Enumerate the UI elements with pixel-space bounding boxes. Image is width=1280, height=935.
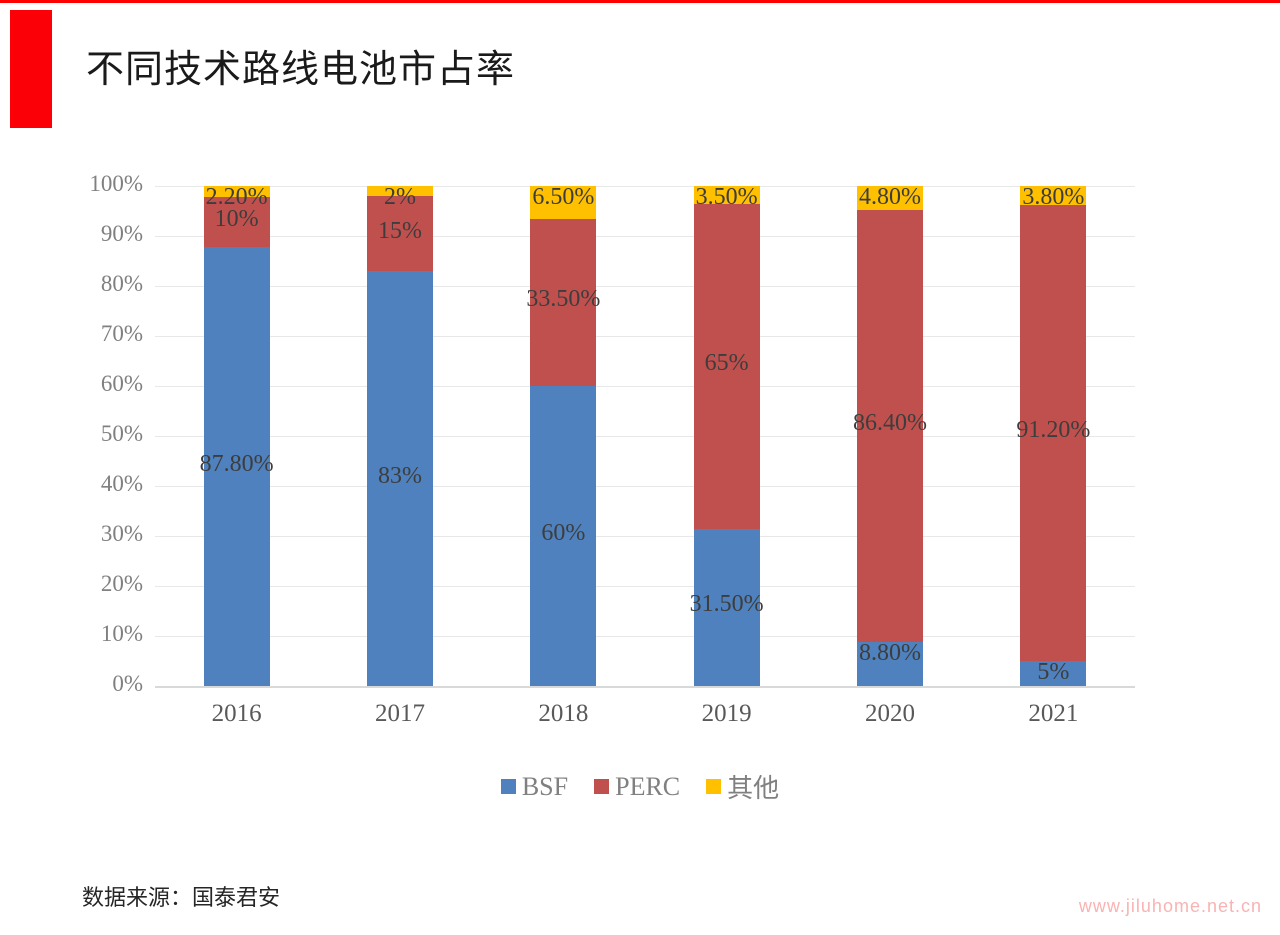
x-axis-tick: 2017	[375, 700, 425, 727]
source-note: 数据来源：国泰君安	[82, 885, 281, 910]
y-axis-tick: 10%	[100, 621, 143, 646]
bar-segment-bsf[interactable]	[1020, 661, 1087, 686]
y-axis-tick: 40%	[100, 471, 143, 496]
bar-segment-其他[interactable]	[530, 186, 597, 219]
bar-segment-bsf[interactable]	[203, 247, 270, 686]
y-axis-tick: 50%	[100, 421, 143, 446]
gridline	[155, 236, 1135, 237]
x-axis-tick: 2016	[211, 700, 262, 727]
bar-group[interactable]: 8.80% 86.40% 4.80%	[853, 184, 927, 686]
gridline	[155, 336, 1135, 337]
y-axis-tick: 100%	[89, 171, 143, 196]
bar-segment-perc[interactable]	[530, 218, 597, 386]
gridline	[155, 686, 1135, 688]
bar-group[interactable]: 31.50% 65% 3.50%	[690, 184, 764, 686]
legend-label: PERC	[615, 771, 681, 801]
legend-swatch-icon	[706, 779, 722, 794]
bar-segment-bsf[interactable]	[857, 642, 923, 686]
legend-swatch-icon	[500, 779, 516, 794]
bar-segment-perc[interactable]	[203, 197, 270, 247]
bar-segment-其他[interactable]	[693, 186, 760, 204]
legend-swatch-icon	[594, 779, 610, 794]
bar-segment-其他[interactable]	[367, 186, 433, 196]
bar-segment-bsf[interactable]	[367, 271, 433, 686]
x-axis-tick: 2020	[865, 700, 915, 727]
bar-segment-bsf[interactable]	[530, 386, 597, 686]
watermark: www.jiluhome.net.cn	[1078, 896, 1262, 916]
y-axis-tick: 20%	[100, 571, 143, 596]
x-axis-tick: 2021	[1028, 700, 1079, 727]
bar-segment-perc[interactable]	[857, 210, 923, 642]
top-red-rule	[0, 0, 1280, 3]
legend-label: BSF	[521, 771, 569, 801]
bar-segment-bsf[interactable]	[693, 528, 760, 686]
legend-item-perc[interactable]: PERC	[594, 772, 680, 802]
y-axis-tick: 70%	[100, 321, 143, 346]
bar-segment-perc[interactable]	[693, 203, 760, 529]
gridline	[155, 386, 1135, 387]
bar-segment-perc[interactable]	[367, 196, 433, 271]
bar-group[interactable]: 87.80% 10% 2.20%	[200, 184, 274, 686]
plot-area: 87.80% 10% 2.20% 83% 15% 2% 60% 33.50% 6.50% 31.5…	[155, 184, 1135, 688]
gridline	[155, 486, 1135, 487]
bar-segment-其他[interactable]	[857, 186, 923, 210]
gridline	[155, 186, 1135, 187]
page-title: 不同技术路线电池市占率	[86, 49, 516, 91]
y-axis-tick: 30%	[100, 521, 143, 546]
y-axis-tick: 80%	[100, 271, 143, 296]
gridline	[155, 586, 1135, 587]
y-axis-tick: 90%	[100, 221, 143, 246]
bar-group[interactable]: 83% 15% 2%	[367, 184, 433, 686]
legend-label: 其他	[727, 774, 780, 803]
x-axis-tick: 2018	[538, 700, 589, 727]
bar-segment-其他[interactable]	[1020, 186, 1087, 205]
chart-legend: BSF PERC 其他	[0, 768, 1280, 805]
legend-item-bsf[interactable]: BSF	[500, 771, 569, 802]
gridline	[155, 636, 1135, 637]
bar-group[interactable]: 60% 33.50% 6.50%	[526, 184, 600, 686]
title-accent-block	[10, 10, 52, 128]
bar-group[interactable]: 5% 91.20% 3.80%	[1016, 184, 1090, 686]
gridline	[155, 536, 1135, 537]
gridline	[155, 286, 1135, 287]
bar-segment-perc[interactable]	[1020, 205, 1087, 661]
bar-segment-其他[interactable]	[203, 186, 270, 197]
x-axis-tick: 2019	[701, 700, 752, 727]
legend-item-其他[interactable]: 其他	[706, 768, 779, 805]
gridline	[155, 436, 1135, 437]
y-axis-tick: 0%	[112, 671, 143, 696]
y-axis-tick: 60%	[100, 371, 143, 396]
